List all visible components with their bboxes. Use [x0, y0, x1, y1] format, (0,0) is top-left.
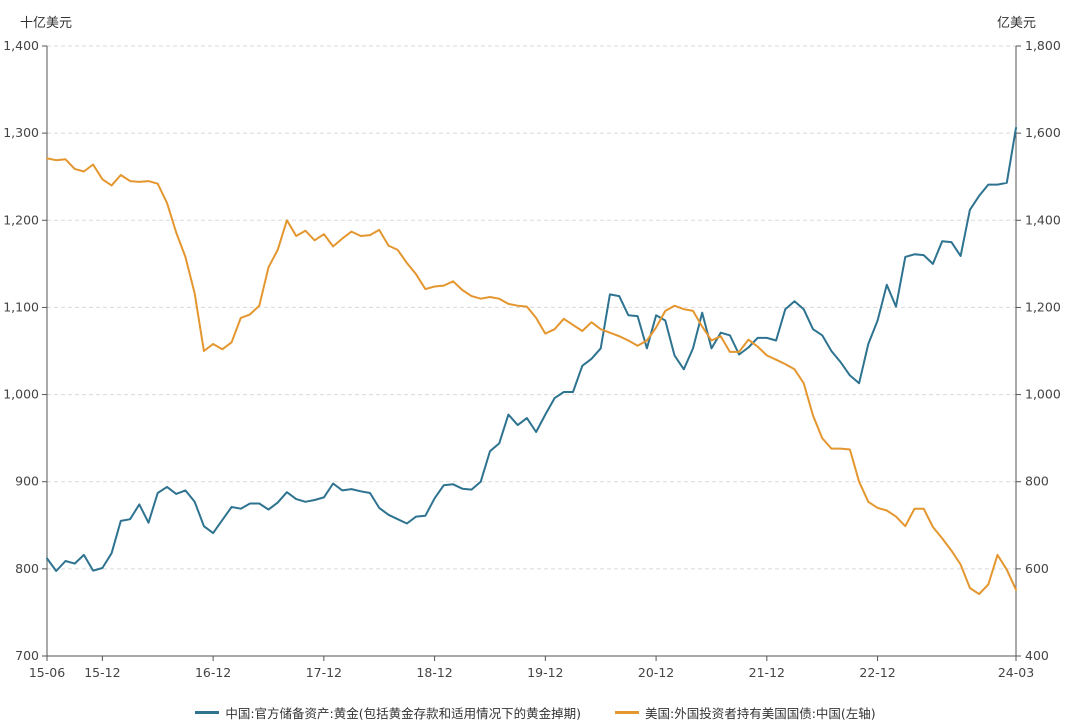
left-tick-label: 900	[15, 474, 39, 489]
left-tick-label: 1,000	[3, 387, 39, 402]
x-tick-label: 24-03	[998, 665, 1034, 680]
right-tick-label: 1,600	[1025, 125, 1061, 140]
legend-label-gold: 中国:官方储备资产:黄金(包括黄金存款和适用情况下的黄金掉期)	[225, 705, 581, 721]
x-tick-label: 17-12	[306, 665, 342, 680]
right-tick-label: 1,200	[1025, 299, 1061, 314]
x-tick-label: 19-12	[527, 665, 563, 680]
right-tick-label: 400	[1025, 648, 1049, 663]
right-tick-label: 1,000	[1025, 387, 1061, 402]
legend-item-treasuries: 美国:外国投资者持有美国国债:中国(左轴)	[615, 703, 876, 722]
chart: 700 800 900 1,000 1,100 1,200 1,300 1,400 400 600…	[3, 16, 1061, 680]
x-tick-label: 20-12	[638, 665, 674, 680]
x-tick-label: 15-06	[29, 665, 65, 680]
legend-label-treasuries: 美国:外国投资者持有美国国债:中国(左轴)	[645, 705, 876, 721]
axes: 700 800 900 1,000 1,100 1,200 1,300 1,400 400 600…	[3, 38, 1061, 680]
legend-swatch-gold	[195, 710, 220, 714]
left-tick-label: 1,200	[3, 212, 39, 227]
legend-item-gold: 中国:官方储备资产:黄金(包括黄金存款和适用情况下的黄金掉期)	[195, 703, 581, 722]
left-tick-label: 800	[15, 561, 39, 576]
legend: 中国:官方储备资产:黄金(包括黄金存款和适用情况下的黄金掉期) 美国:外国投资者…	[0, 700, 1071, 724]
left-tick-label: 1,300	[3, 125, 39, 140]
right-axis-unit: 亿美元	[997, 16, 1036, 31]
series-line-treasuries	[46, 157, 1017, 596]
right-tick-label: 600	[1025, 561, 1049, 576]
left-tick-label: 700	[15, 648, 39, 663]
x-tick-label: 22-12	[859, 665, 895, 680]
x-tick-label: 18-12	[416, 665, 452, 680]
legend-swatch-treasuries	[615, 710, 639, 714]
left-tick-label: 1,100	[3, 299, 39, 314]
left-tick-label: 1,400	[3, 38, 39, 53]
x-tick-label: 16-12	[195, 665, 231, 680]
series-lines	[46, 126, 1017, 596]
right-tick-label: 800	[1025, 474, 1049, 489]
x-tick-label: 15-12	[84, 665, 120, 680]
left-axis-unit: 十亿美元	[20, 16, 72, 31]
right-tick-label: 1,800	[1025, 38, 1061, 53]
series-line-gold	[46, 126, 1017, 572]
right-tick-label: 1,400	[1025, 212, 1061, 227]
gridlines	[47, 45, 1016, 570]
x-tick-label: 21-12	[749, 665, 785, 680]
